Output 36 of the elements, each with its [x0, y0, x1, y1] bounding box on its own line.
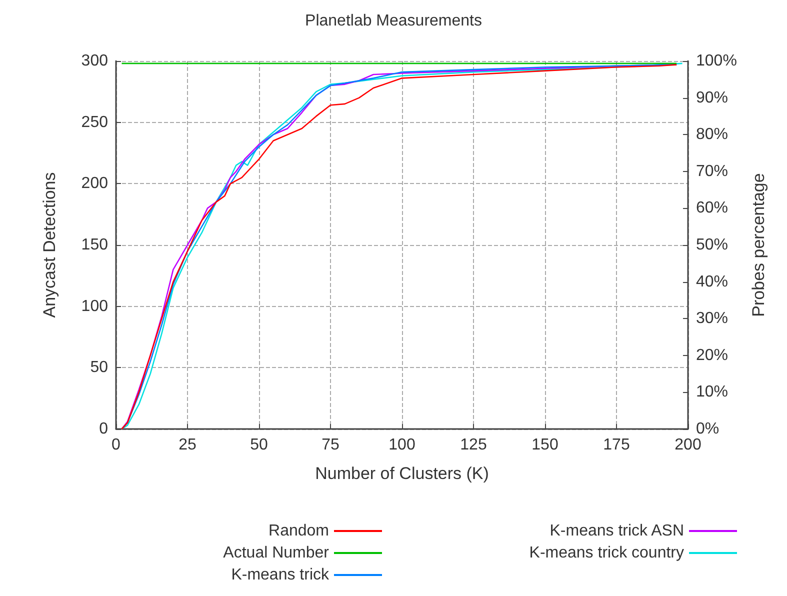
y-tick-label: 300 — [81, 52, 108, 70]
x-tick-label: 200 — [674, 436, 702, 454]
y2-axis-title: Probes percentage — [749, 173, 768, 317]
chart-title: Planetlab Measurements — [305, 12, 482, 30]
legend-label: K-means trick country — [529, 544, 684, 562]
y-tick-label: 0 — [99, 420, 108, 438]
x-tick-label: 25 — [178, 436, 196, 454]
x-axis-title: Number of Clusters (K) — [315, 464, 489, 483]
y-tick-label: 50 — [90, 359, 108, 376]
y-tick-label: 200 — [81, 175, 108, 192]
legend-label: K-means trick — [231, 566, 330, 584]
x-tick-label: 175 — [603, 436, 630, 454]
y2-tick-label: 80% — [696, 126, 728, 144]
x-tick-label: 150 — [532, 436, 558, 454]
legend-label: K-means trick ASN — [550, 522, 684, 540]
y2-tick-label: 10% — [696, 384, 728, 401]
y2-tick-label: 20% — [696, 346, 728, 364]
y2-tick-label: 0% — [696, 420, 720, 438]
legend-label: Random — [268, 522, 329, 540]
x-tick-label: 100 — [388, 436, 416, 454]
legend-label: Actual Number — [223, 544, 330, 562]
y2-tick-label: 100% — [696, 52, 737, 70]
y2-tick-label: 70% — [696, 162, 728, 180]
y2-tick-label: 60% — [696, 200, 728, 217]
y2-tick-label: 30% — [696, 310, 728, 328]
x-tick-label: 75 — [322, 436, 340, 454]
y2-tick-label: 40% — [696, 273, 728, 290]
y2-tick-label: 90% — [696, 89, 728, 106]
y-tick-label: 150 — [81, 236, 108, 254]
y2-tick-label: 50% — [696, 236, 728, 254]
y-tick-label: 250 — [81, 114, 108, 131]
x-tick-label: 125 — [460, 436, 487, 454]
x-tick-label: 50 — [250, 436, 268, 454]
y-tick-label: 100 — [81, 298, 108, 315]
x-tick-label: 0 — [112, 436, 121, 454]
y-axis-title: Anycast Detections — [40, 172, 59, 318]
